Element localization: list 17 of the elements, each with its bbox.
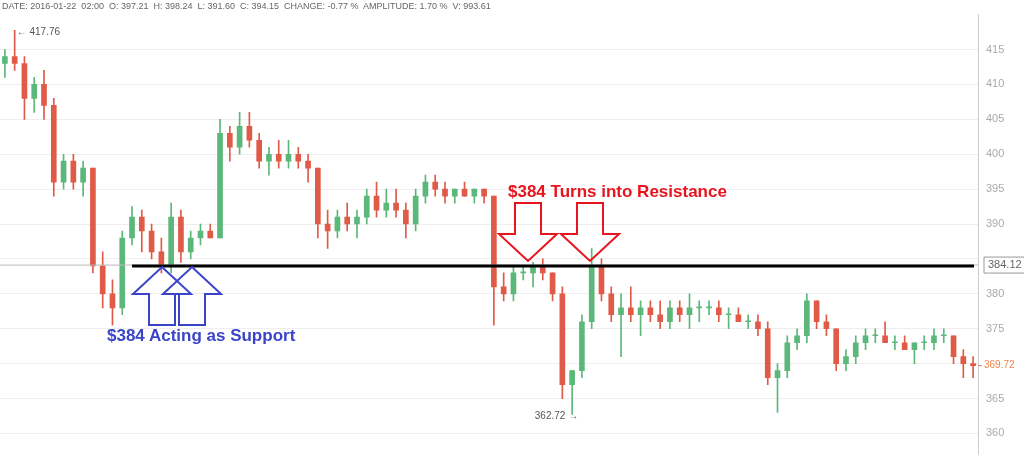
y-tick-label: 390 [986, 217, 1005, 230]
text: 369.72 [984, 359, 1016, 371]
chart-title: DATE: 2016-01-22 02:00 O: 397.21 H: 398.24 L: 391.60 C: 394.15 CHANGE: -0.77 % AMPLITUDE: 1.70 % V: 993.61 [2, 1, 491, 11]
y-tick-label: 365 [986, 391, 1005, 404]
y-tick-label: 380 [986, 286, 1005, 299]
y-tick-label: 360 [986, 426, 1005, 439]
annotation: ← 417.76 [16, 25, 61, 37]
y-tick-label: 400 [986, 147, 1005, 160]
y-tick-label: 415 [986, 42, 1005, 55]
annotation: $384 Acting as Support [107, 326, 296, 346]
y-tick-label: 405 [986, 112, 1005, 125]
y-tick-label: 375 [986, 321, 1005, 334]
annotation: 362.72 → [534, 410, 579, 422]
ref-line-label: 384.12 [988, 258, 1022, 271]
y-tick-label: 410 [986, 77, 1005, 90]
y-tick-label: 395 [986, 182, 1005, 195]
annotation: $384 Turns into Resistance [508, 182, 727, 202]
